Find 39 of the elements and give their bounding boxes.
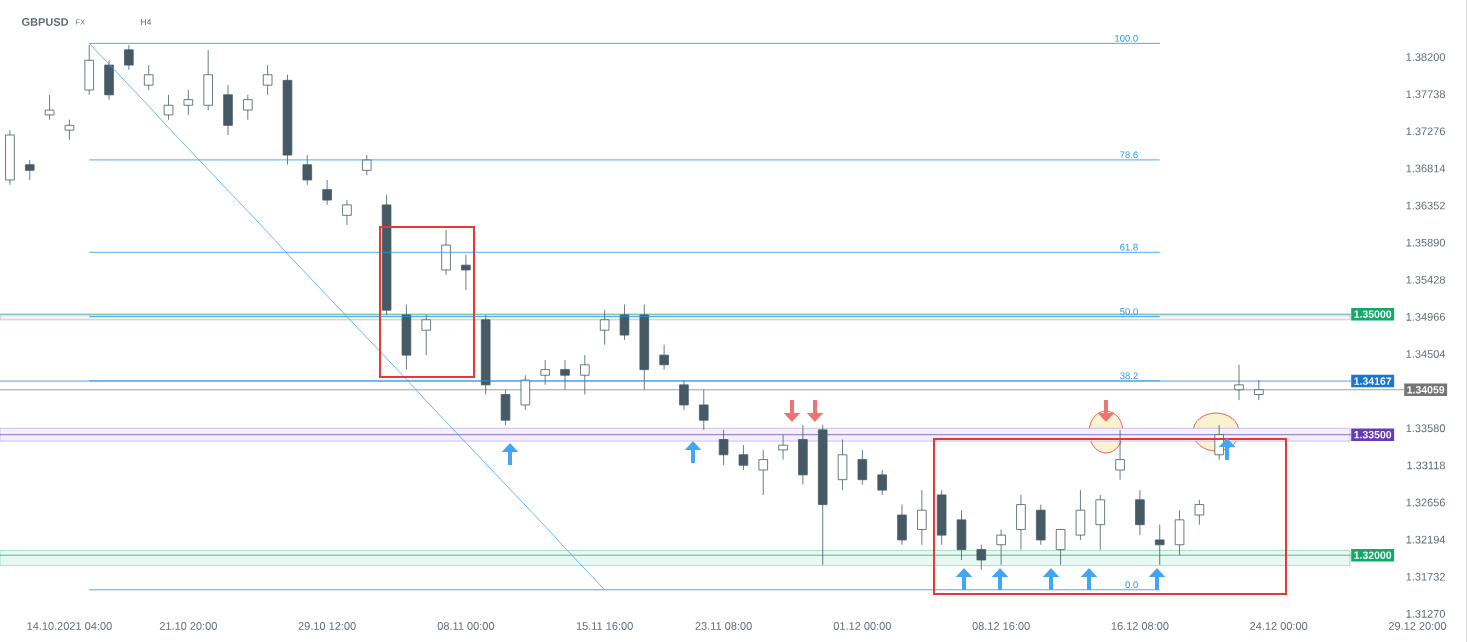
- ref-line-label: 1.33500: [1354, 430, 1392, 439]
- y-tick-label: 1.34966: [1406, 313, 1445, 321]
- x-tick-label: 14.10.2021 04:00: [27, 622, 112, 630]
- y-tick-label: 1.34504: [1406, 350, 1446, 358]
- x-tick-label: 29.12 20:00: [1388, 622, 1447, 630]
- y-tick-label: 1.32194: [1406, 535, 1446, 544]
- text: GBPUSD: [22, 18, 69, 26]
- series-label: 61.8: [1120, 243, 1138, 251]
- series-label: 38.2: [1120, 372, 1138, 380]
- x-tick-label: 24.12 00:00: [1250, 622, 1308, 630]
- series-label: 0.0: [1125, 581, 1138, 589]
- x-tick-label: 08.12 16:00: [972, 622, 1030, 630]
- series-label: 100.0: [1115, 34, 1138, 42]
- y-tick-label: 1.35428: [1406, 275, 1445, 284]
- ref-line-label: 1.35000: [1354, 310, 1392, 318]
- y-tick-label: 1.37738: [1406, 90, 1445, 99]
- x-tick-label: 29.10 12:00: [298, 622, 356, 630]
- ref-line-label: 1.34059: [1407, 386, 1445, 394]
- ref-line-label: 1.34167: [1354, 377, 1392, 385]
- y-tick-label: 1.36814: [1406, 164, 1446, 173]
- x-tick-label: 16.12 08:00: [1111, 622, 1169, 630]
- y-tick-label: 1.36352: [1406, 201, 1445, 210]
- y-tick-label: 1.31732: [1406, 572, 1445, 581]
- series-label: 78.6: [1120, 151, 1138, 159]
- y-tick-label: 1.32656: [1406, 498, 1445, 507]
- y-tick-label: 1.31270: [1406, 609, 1446, 618]
- y-tick-label: 1.35890: [1406, 238, 1446, 247]
- y-tick-label: 1.37276: [1406, 127, 1445, 136]
- y-tick-label: 1.33118: [1407, 461, 1445, 470]
- x-tick-label: 23.11 08:00: [695, 622, 752, 630]
- ref-line-label: 1.32000: [1354, 551, 1392, 559]
- y-tick-label: 1.33580: [1406, 424, 1446, 433]
- series-label: 50.0: [1120, 308, 1138, 315]
- x-tick-label: 08.11 00:00: [437, 622, 495, 630]
- x-tick-label: 15.11 16:00: [576, 622, 633, 630]
- annotation: H4: [141, 19, 152, 25]
- x-tick-label: 01.12 00:00: [833, 622, 891, 630]
- x-tick-label: 21.10 20:00: [159, 622, 217, 630]
- y-tick-label: 1.38200: [1406, 53, 1446, 61]
